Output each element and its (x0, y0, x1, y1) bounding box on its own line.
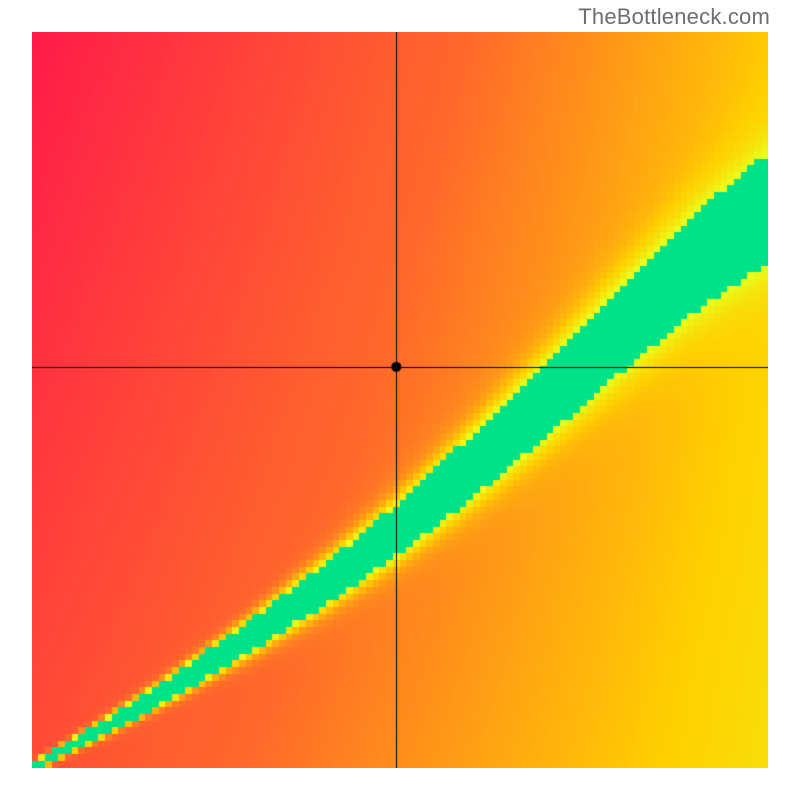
bottleneck-heatmap (32, 32, 768, 768)
watermark-text: TheBottleneck.com (578, 4, 770, 30)
